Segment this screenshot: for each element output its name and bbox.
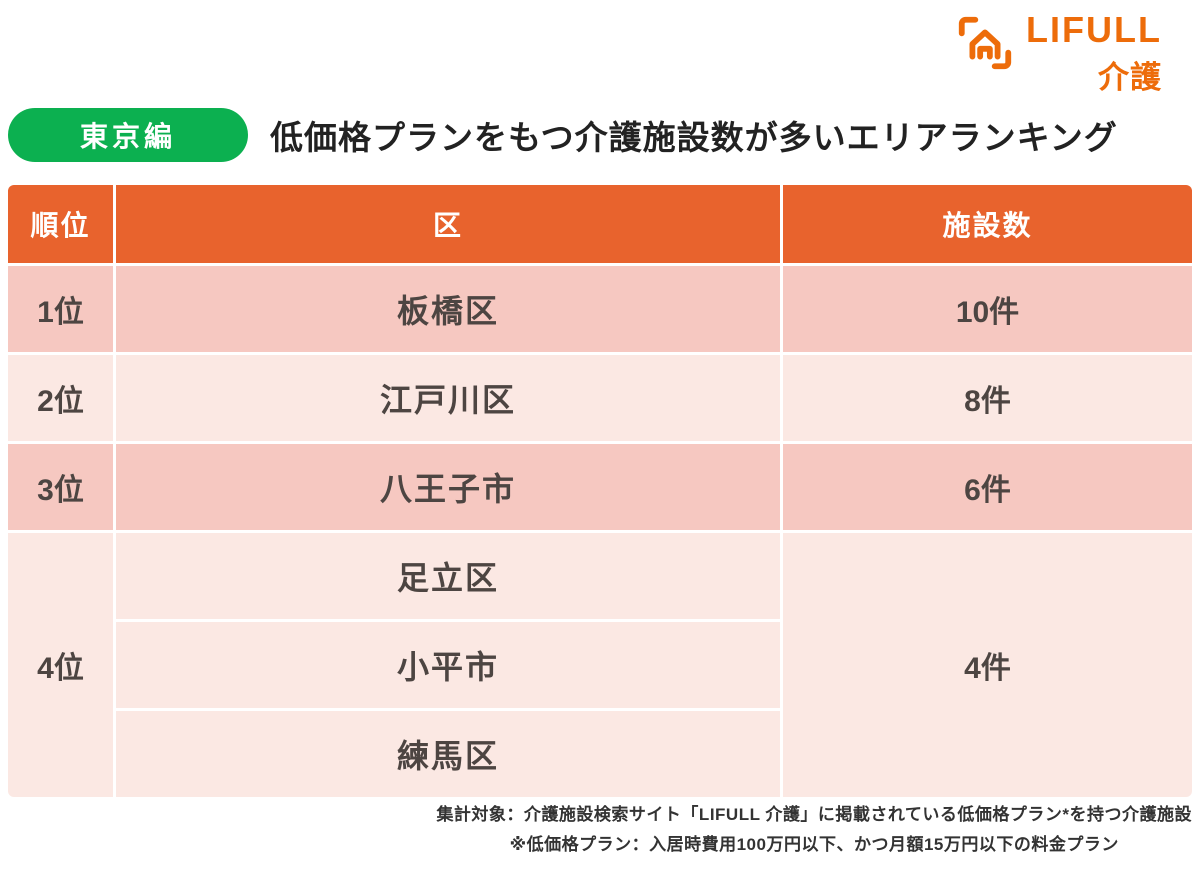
ranking-table: 順位 区 施設数 1位 板橋区 10件 2位 江戸川区 8件 3位 八王子市 6件 4位 足立区 小平…	[8, 185, 1192, 797]
footnote-line-1: 集計対象：介護施設検索サイト「LIFULL 介護」に掲載されている低価格プラン*…	[436, 805, 1192, 824]
rank-cell: 1位	[8, 266, 113, 352]
logo-sub-text: 介護	[1098, 60, 1162, 95]
ward-cell: 板橋区	[116, 266, 780, 352]
ward-cell: 江戸川区	[116, 355, 780, 441]
ward-cell: 八王子市	[116, 444, 780, 530]
region-badge: 東京編	[8, 108, 248, 162]
lifull-kaigo-logo: LIFULL 介護	[954, 12, 1162, 97]
footnote: 集計対象：介護施設検索サイト「LIFULL 介護」に掲載されている低価格プラン*…	[436, 800, 1192, 860]
rank-cell: 2位	[8, 355, 113, 441]
ward-cell: 練馬区	[116, 711, 780, 797]
logo-text: LIFULL 介護	[1026, 12, 1162, 97]
ward-cell: 足立区	[116, 533, 780, 619]
rank-cell: 3位	[8, 444, 113, 530]
footnote-line-2: ※低価格プラン：入居時費用100万円以下、かつ月額15万円以下の料金プラン	[509, 834, 1119, 854]
count-cell: 4件	[783, 533, 1192, 797]
column-header-count: 施設数	[783, 185, 1192, 263]
lifull-house-icon	[954, 12, 1016, 79]
column-header-rank: 順位	[8, 185, 113, 263]
count-cell: 6件	[783, 444, 1192, 530]
count-cell: 8件	[783, 355, 1192, 441]
title-row: 東京編 低価格プランをもつ介護施設数が多いエリアランキング	[8, 108, 1192, 162]
column-header-ward: 区	[116, 185, 780, 263]
logo-brand-text: LIFULL	[1026, 9, 1162, 50]
count-cell: 10件	[783, 266, 1192, 352]
page-title: 低価格プランをもつ介護施設数が多いエリアランキング	[270, 119, 1118, 156]
rank-cell: 4位	[8, 533, 113, 797]
ward-cell: 小平市	[116, 622, 780, 708]
